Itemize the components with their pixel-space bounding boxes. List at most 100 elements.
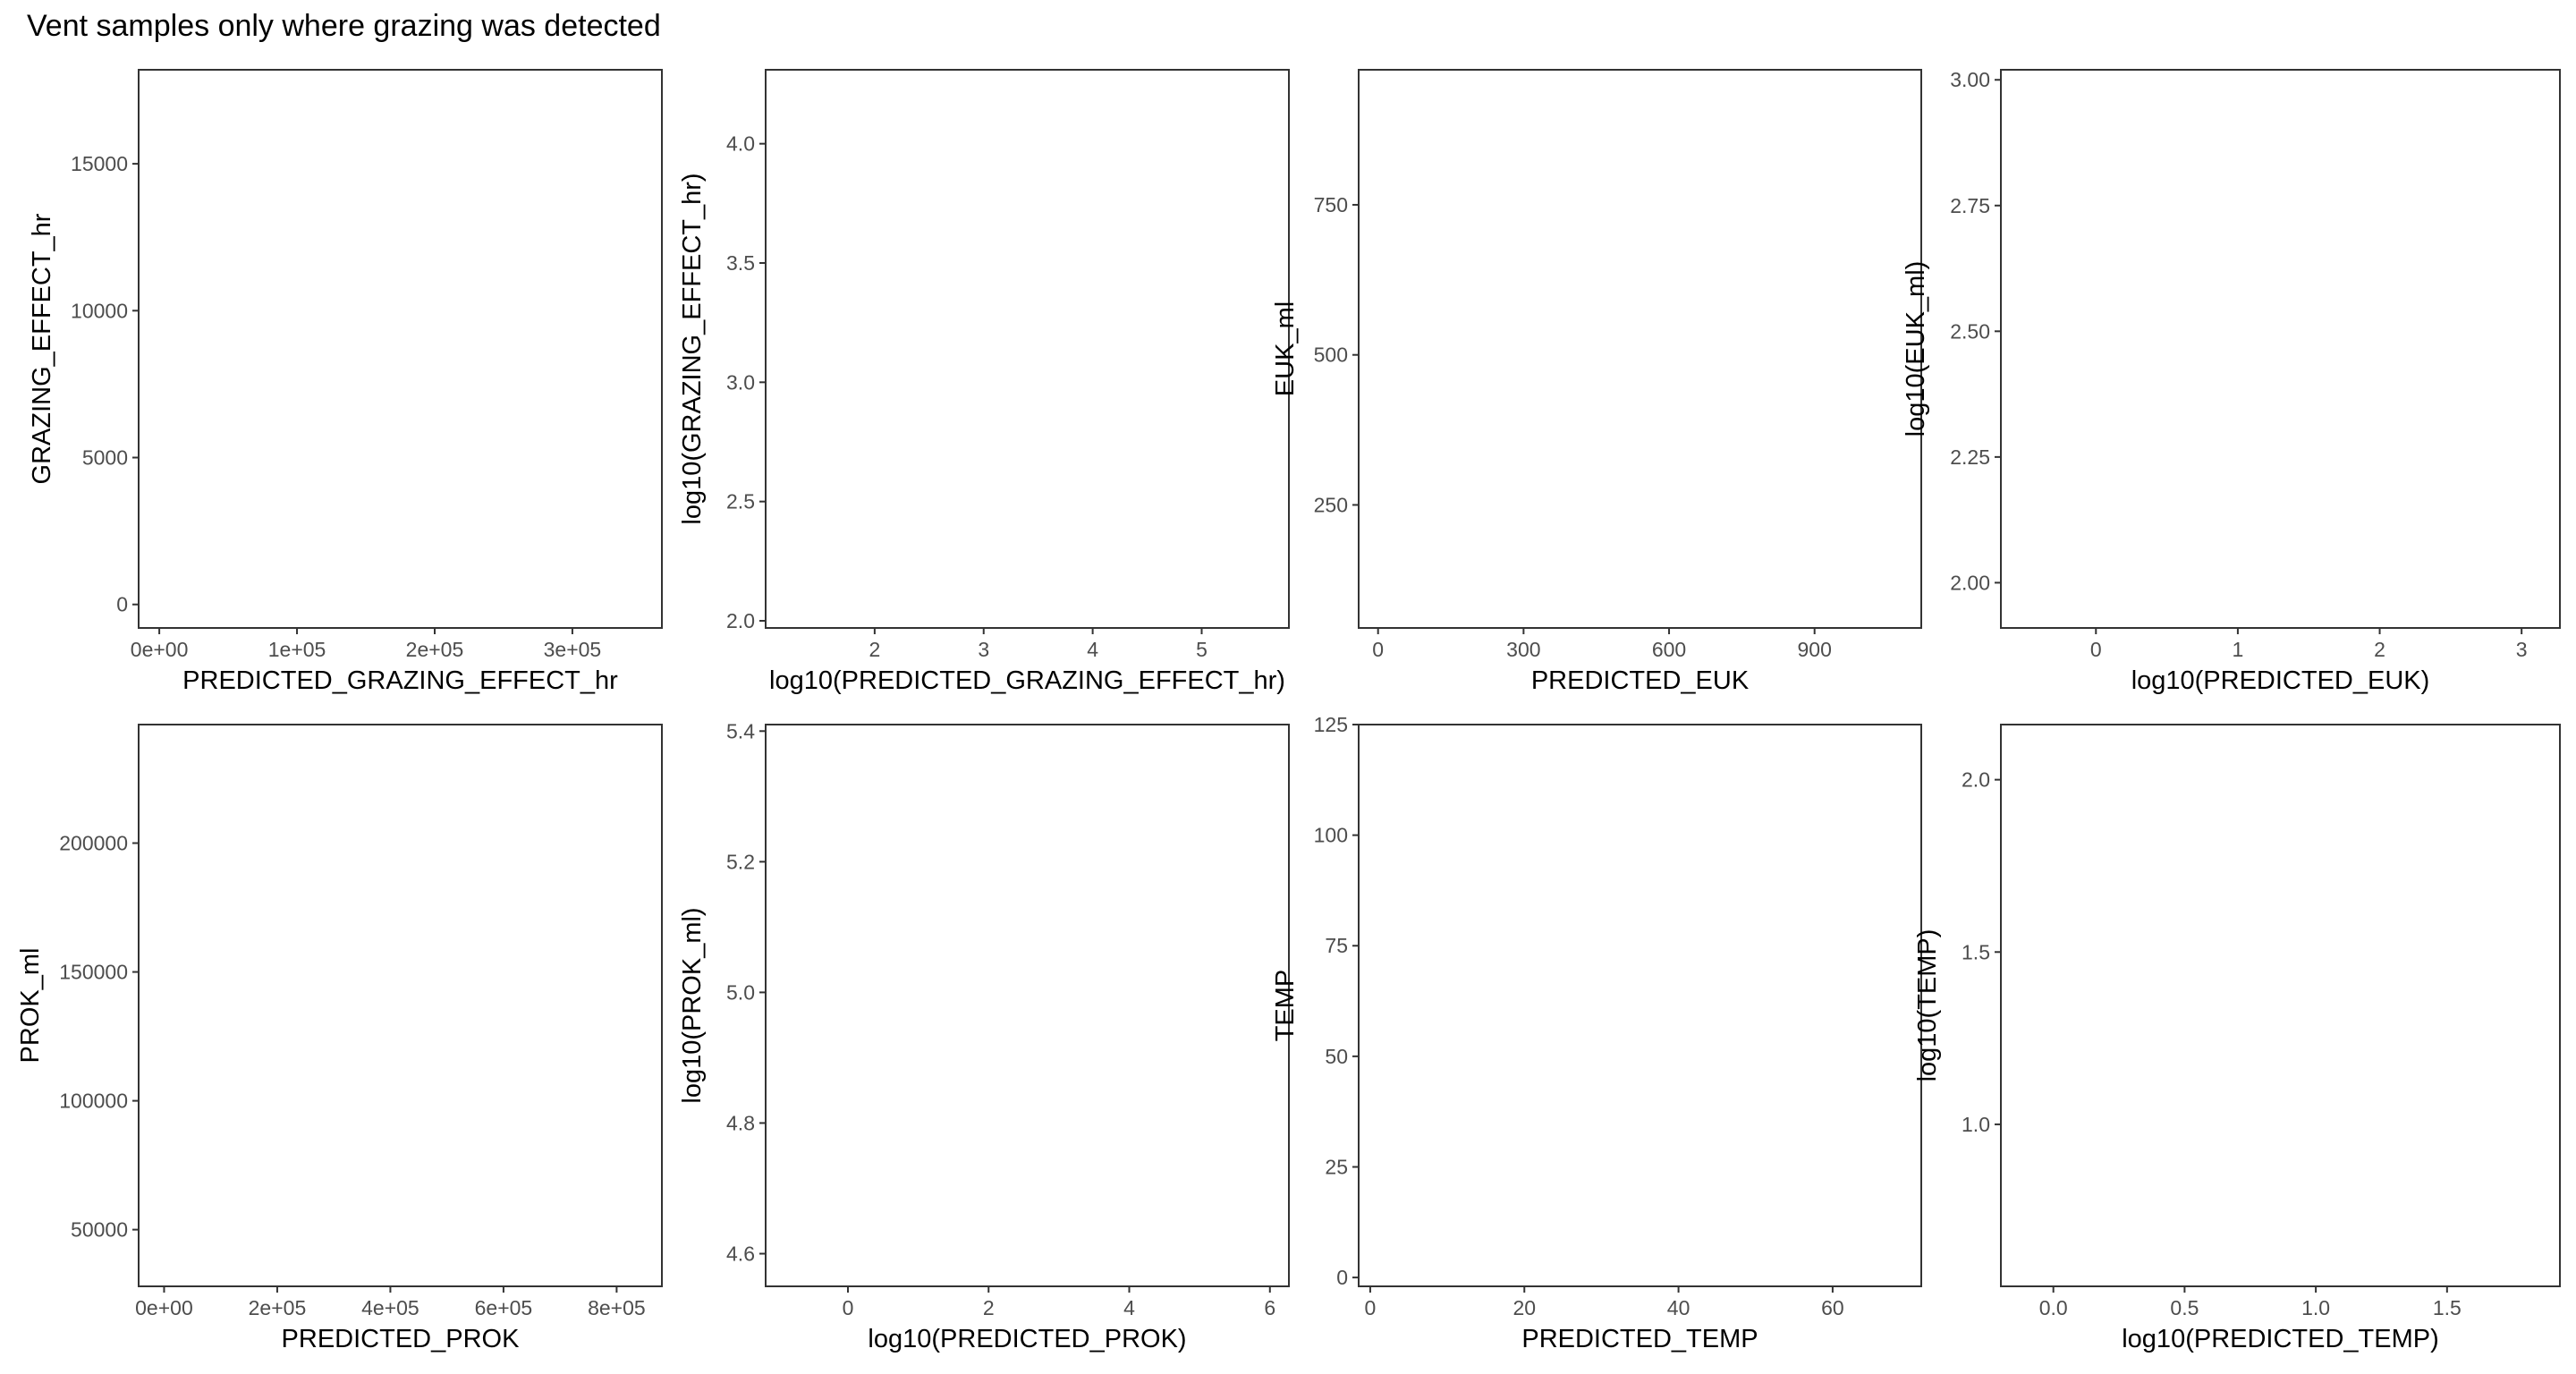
x-axis-title: PREDICTED_EUK <box>1531 666 1750 695</box>
panel-6: 0 2 4 6 4.6 4.8 5.0 5.2 5.4 log10(PREDICTED_PROK)… <box>678 719 1290 1353</box>
y-axis-title: TEMP <box>1271 970 1300 1042</box>
y-tick-label: 2.0 <box>1962 768 1990 792</box>
y-tick-label: 4.6 <box>726 1242 755 1265</box>
x-tick-label: 40 <box>1667 1296 1690 1319</box>
x-tick-label: 4 <box>1123 1296 1135 1319</box>
y-tick-label: 2.75 <box>1950 194 1990 217</box>
y-tick-label: 4.0 <box>726 132 755 156</box>
x-tick-label: 2e+05 <box>249 1296 307 1319</box>
y-tick-label: 1.0 <box>1962 1113 1990 1136</box>
panel-7: 0 20 40 60 0 25 50 75 100 125 PREDICTED_TEMP TEMP <box>1271 713 1922 1353</box>
x-tick-label: 0 <box>1365 1296 1377 1319</box>
x-axis-title: PREDICTED_PROK <box>282 1325 521 1353</box>
y-tick-label: 2.50 <box>1950 319 1990 343</box>
x-tick-label: 0 <box>1372 638 1384 661</box>
y-tick-label: 0 <box>1336 1266 1348 1289</box>
y-tick-label: 5.4 <box>726 719 755 742</box>
x-tick-label: 0e+00 <box>131 638 189 661</box>
y-tick-label: 100 <box>1314 824 1348 847</box>
x-tick-label: 0.5 <box>2170 1296 2199 1319</box>
x-tick-label: 8e+05 <box>588 1296 646 1319</box>
panels-container: 0e+00 1e+05 2e+05 3e+05050001000015000PREDI… <box>16 68 2562 1353</box>
y-tick-label: 1.5 <box>1962 940 1990 963</box>
y-axis-title: log10(GRAZING_EFFECT_hr) <box>678 173 707 524</box>
x-axis-title: log10(PREDICTED_TEMP) <box>2122 1325 2439 1353</box>
x-axis-title: log10(PREDICTED_GRAZING_EFFECT_hr) <box>769 666 1285 695</box>
panel-1: 0e+00 1e+05 2e+05 3e+05 0 5000 10000 15000 PREDI… <box>28 69 663 695</box>
panel-border <box>2000 724 2561 1287</box>
x-tick-label: 2 <box>869 638 880 661</box>
y-tick-label: 3.00 <box>1950 68 1990 91</box>
x-tick-label: 1e+05 <box>268 638 326 661</box>
y-tick-label: 3.5 <box>726 251 755 275</box>
y-tick-label: 2.0 <box>726 609 755 632</box>
y-tick-label: 75 <box>1325 934 1348 957</box>
y-tick-label: 5.0 <box>726 980 755 1004</box>
y-axis-title: EUK_ml <box>1271 301 1300 396</box>
x-axis-title: PREDICTED_GRAZING_EFFECT_hr <box>182 666 618 695</box>
panel-border <box>765 69 1290 629</box>
panel-8: 0.0 0.5 1.0 1.5 1.0 1.5 2.0 log10(PREDICTED_TEM… <box>1913 724 2562 1353</box>
y-axis-title: GRAZING_EFFECT_hr <box>28 213 56 484</box>
panel-border <box>1358 69 1922 629</box>
y-tick-label: 25 <box>1325 1155 1348 1178</box>
y-tick-label: 2.5 <box>726 490 755 513</box>
x-tick-label: 2 <box>983 1296 995 1319</box>
x-tick-label: 0 <box>2090 638 2102 661</box>
y-axis-title: log10(PROK_ml) <box>678 907 707 1103</box>
y-tick-label: 10000 <box>71 299 128 322</box>
x-tick-label: 0 <box>843 1296 854 1319</box>
x-tick-label: 4 <box>1087 638 1098 661</box>
x-tick-label: 0.0 <box>2039 1296 2068 1319</box>
x-tick-label: 4e+05 <box>361 1296 419 1319</box>
x-tick-label: 60 <box>1821 1296 1844 1319</box>
panel-4: 0 1 2 3 2.00 2.25 2.50 2.75 3.00 log10(PREDICTED_… <box>1902 68 2561 695</box>
y-tick-label: 3.0 <box>726 370 755 394</box>
panel-5: 0e+00 2e+05 4e+05 6e+05 8e+05 50000 100000 1500… <box>16 724 663 1353</box>
x-tick-label: 3 <box>2516 638 2528 661</box>
y-tick-label: 0 <box>116 593 128 616</box>
y-tick-label: 250 <box>1314 493 1348 516</box>
y-tick-label: 150000 <box>59 961 128 984</box>
x-tick-label: 6 <box>1264 1296 1275 1319</box>
panel-border <box>138 724 663 1287</box>
y-tick-label: 4.8 <box>726 1111 755 1134</box>
x-tick-label: 300 <box>1506 638 1540 661</box>
x-tick-label: 5 <box>1196 638 1208 661</box>
panel-border <box>138 69 663 629</box>
y-tick-label: 125 <box>1314 713 1348 736</box>
y-tick-label: 50000 <box>71 1218 128 1242</box>
x-axis-title: log10(PREDICTED_EUK) <box>2131 666 2430 695</box>
x-axis-title: PREDICTED_TEMP <box>1521 1325 1758 1353</box>
x-tick-label: 2e+05 <box>406 638 464 661</box>
x-tick-label: 1 <box>2233 638 2244 661</box>
y-tick-label: 50 <box>1325 1045 1348 1068</box>
x-tick-label: 3e+05 <box>544 638 602 661</box>
x-tick-label: 3 <box>978 638 989 661</box>
y-tick-label: 500 <box>1314 344 1348 367</box>
y-tick-label: 2.00 <box>1950 571 1990 594</box>
y-tick-label: 5000 <box>82 446 128 470</box>
y-axis-title: log10(TEMP) <box>1913 929 1942 1082</box>
y-tick-label: 15000 <box>71 152 128 175</box>
x-tick-label: 1.0 <box>2301 1296 2330 1319</box>
x-tick-label: 6e+05 <box>475 1296 533 1319</box>
y-axis-title: log10(EUK_ml) <box>1902 261 1930 437</box>
x-axis-title: log10(PREDICTED_PROK) <box>868 1325 1186 1353</box>
y-axis-title: PROK_ml <box>16 948 45 1064</box>
panel-2: 2 3 4 5 2.0 2.5 3.0 3.5 4.0 log10(PREDICTED_GRAZI… <box>678 69 1290 695</box>
chart-title: Vent samples only where grazing was dete… <box>27 9 661 43</box>
panel-border <box>765 724 1290 1287</box>
y-tick-label: 2.25 <box>1950 445 1990 469</box>
y-tick-label: 200000 <box>59 832 128 855</box>
x-tick-label: 600 <box>1652 638 1686 661</box>
y-tick-label: 100000 <box>59 1090 128 1113</box>
panel-border <box>2000 69 2561 629</box>
x-tick-label: 2 <box>2374 638 2385 661</box>
y-tick-label: 5.2 <box>726 850 755 873</box>
x-tick-label: 1.5 <box>2433 1296 2462 1319</box>
panel-3: 0 300 600 900 250 500 750 PREDICTED_EUK EUK_ml <box>1271 69 1922 695</box>
y-tick-label: 750 <box>1314 193 1348 216</box>
panel-border <box>1358 724 1922 1287</box>
